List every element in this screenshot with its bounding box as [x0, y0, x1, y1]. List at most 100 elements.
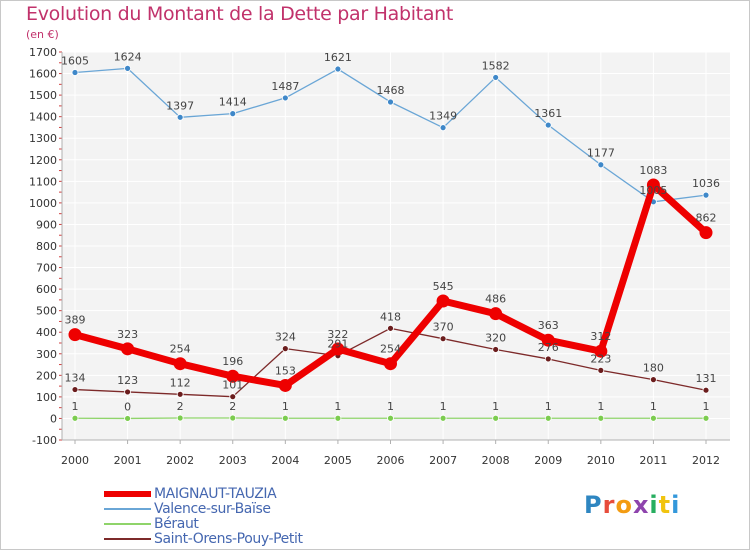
- data-point: [492, 414, 500, 422]
- data-point: [278, 378, 292, 392]
- data-label: 0: [124, 400, 131, 413]
- data-point: [176, 113, 184, 121]
- x-tick-label: 2008: [482, 454, 510, 467]
- data-label: 312: [590, 330, 611, 343]
- data-point: [702, 386, 710, 394]
- data-point: [68, 328, 82, 342]
- data-point: [439, 124, 447, 132]
- data-label: 101: [222, 379, 243, 392]
- data-point: [387, 98, 394, 106]
- data-label: 1487: [271, 80, 299, 93]
- y-tick-label: 700: [36, 262, 57, 275]
- data-label: 1: [650, 400, 657, 413]
- data-point: [334, 65, 342, 73]
- y-tick-label: 1700: [29, 46, 57, 59]
- y-tick-label: 800: [36, 240, 57, 253]
- data-label: 1361: [534, 107, 562, 120]
- data-point: [71, 414, 79, 422]
- data-point: [544, 355, 552, 363]
- data-label: 363: [538, 319, 559, 332]
- data-point: [124, 388, 131, 396]
- data-label: 389: [65, 314, 86, 327]
- data-point: [387, 324, 394, 332]
- data-point: [492, 346, 500, 353]
- logo-letter: t: [658, 491, 672, 519]
- data-label: 276: [538, 341, 559, 354]
- data-point: [124, 64, 131, 72]
- data-point: [71, 386, 79, 393]
- data-point: [650, 376, 657, 384]
- data-label: 2: [177, 400, 184, 413]
- y-tick-label: 1100: [29, 175, 57, 188]
- data-label: 180: [643, 362, 664, 375]
- x-tick-label: 2005: [324, 454, 352, 467]
- data-point: [436, 294, 450, 308]
- data-label: 1: [334, 400, 341, 413]
- data-point: [650, 414, 657, 422]
- y-tick-label: -100: [32, 434, 57, 447]
- x-tick-label: 2000: [61, 454, 89, 467]
- data-label: 320: [485, 331, 506, 344]
- data-point: [281, 345, 289, 353]
- y-tick-label: 900: [36, 218, 57, 231]
- data-label: 486: [485, 293, 506, 306]
- data-label: 322: [327, 328, 348, 341]
- data-label: 254: [170, 343, 191, 356]
- chart-subtitle: (en €): [26, 28, 59, 41]
- data-point: [492, 74, 500, 81]
- legend-swatch: [104, 508, 151, 510]
- y-tick-label: 1200: [29, 154, 57, 167]
- data-label: 153: [275, 364, 296, 377]
- logo-letter: x: [632, 491, 650, 519]
- data-point: [646, 178, 660, 192]
- data-label: 2: [229, 400, 236, 413]
- data-label: 1: [703, 400, 710, 413]
- data-label: 418: [380, 310, 401, 323]
- data-label: 545: [433, 280, 454, 293]
- data-point: [334, 414, 342, 422]
- y-tick-label: 0: [50, 412, 57, 425]
- data-label: 1: [492, 400, 499, 413]
- data-label: 112: [170, 376, 191, 389]
- data-point: [176, 414, 184, 422]
- data-label: 370: [433, 321, 454, 334]
- y-tick-label: 500: [36, 305, 57, 318]
- data-label: 862: [696, 212, 717, 225]
- data-point: [439, 414, 447, 422]
- y-tick-label: 100: [36, 391, 57, 404]
- data-point: [597, 414, 605, 422]
- y-tick-label: 400: [36, 326, 57, 339]
- x-tick-label: 2010: [587, 454, 615, 467]
- data-label: 1468: [377, 84, 405, 97]
- data-point: [229, 110, 237, 118]
- data-point: [281, 94, 289, 102]
- data-point: [699, 226, 713, 240]
- data-label: 1582: [482, 59, 510, 72]
- data-point: [544, 414, 552, 422]
- data-point: [281, 414, 289, 422]
- x-tick-label: 2006: [377, 454, 405, 467]
- logo-letter: o: [615, 491, 633, 519]
- data-point: [597, 161, 605, 169]
- logo-letter: i: [671, 491, 681, 519]
- y-tick-label: 600: [36, 283, 57, 296]
- y-tick-label: 300: [36, 348, 57, 361]
- data-point: [384, 357, 397, 371]
- legend-label: MAIGNAUT-TAUZIA: [154, 486, 277, 502]
- y-tick-label: 1500: [29, 89, 57, 102]
- y-tick-label: 1300: [29, 132, 57, 145]
- data-point: [439, 335, 447, 343]
- x-tick-label: 2001: [114, 454, 142, 467]
- data-point: [489, 307, 503, 321]
- x-tick-label: 2009: [534, 454, 562, 467]
- legend-swatch: [104, 538, 151, 540]
- x-tick-label: 2012: [692, 454, 720, 467]
- data-label: 1621: [324, 51, 352, 64]
- y-tick-label: 1000: [29, 197, 57, 210]
- data-point: [702, 191, 710, 199]
- x-tick-label: 2002: [166, 454, 194, 467]
- data-label: 291: [327, 338, 348, 351]
- logo-letter: i: [649, 491, 659, 519]
- data-label: 223: [590, 352, 611, 365]
